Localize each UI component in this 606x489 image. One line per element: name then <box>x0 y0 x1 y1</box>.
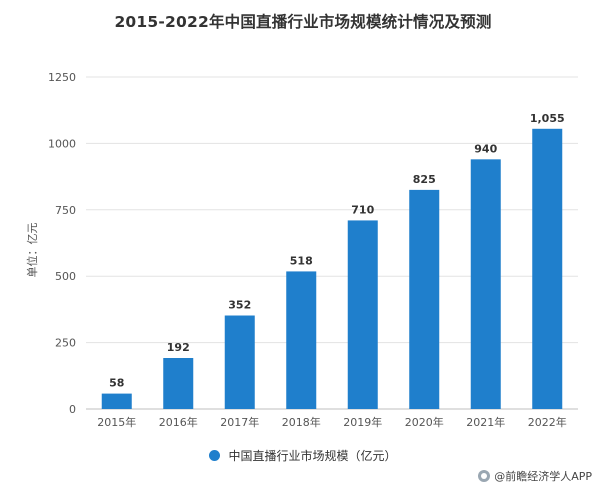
data-label: 1,055 <box>530 112 565 125</box>
qianzhan-logo-icon <box>478 470 491 482</box>
gridlines <box>86 76 578 410</box>
x-tick-label: 2019年 <box>343 415 382 429</box>
x-tick-labels: 2015年 2016年 2017年 2018年 2019年 2020年 2021年 2022年 <box>97 415 567 429</box>
source-credit: @前瞻经济学人APP <box>478 468 592 484</box>
x-tick-label: 2021年 <box>466 415 505 429</box>
legend: 中国直播行业市场规模（亿元） <box>0 447 606 464</box>
y-axis-label: 单位：亿元 <box>25 223 39 278</box>
data-label: 710 <box>351 203 374 216</box>
y-tick-label: 0 <box>69 403 76 416</box>
y-tick-label: 250 <box>55 337 76 350</box>
legend-label: 中国直播行业市场规模（亿元） <box>228 449 397 463</box>
data-label: 352 <box>228 299 251 312</box>
bar-2017年 <box>224 315 255 409</box>
bar-2020年 <box>409 189 440 409</box>
y-tick-labels: 0 250 500 750 1000 1250 <box>48 71 76 416</box>
data-label: 940 <box>474 142 497 155</box>
data-label: 825 <box>413 173 436 186</box>
bar-2018年 <box>286 271 317 409</box>
data-label: 518 <box>290 254 313 267</box>
x-tick-label: 2016年 <box>159 415 198 429</box>
data-labels: 58 192 352 518 710 825 940 1,055 <box>109 112 565 390</box>
bar-2021年 <box>470 159 501 409</box>
bars <box>101 128 563 410</box>
x-tick-label: 2022年 <box>528 415 567 429</box>
x-tick-label: 2020年 <box>405 415 444 429</box>
data-label: 192 <box>167 341 190 354</box>
data-label: 58 <box>109 377 124 390</box>
bar-2019年 <box>347 220 378 409</box>
source-text: @前瞻经济学人APP <box>494 470 592 483</box>
y-tick-label: 500 <box>55 270 76 283</box>
x-tick-label: 2018年 <box>282 415 321 429</box>
bar-2016年 <box>163 358 194 409</box>
chart-title: 2015-2022年中国直播行业市场规模统计情况及预测 <box>114 13 492 31</box>
y-tick-label: 1250 <box>48 71 76 84</box>
x-tick-label: 2017年 <box>220 415 259 429</box>
legend-marker <box>209 450 221 461</box>
y-tick-label: 1000 <box>48 137 76 150</box>
x-tick-label: 2015年 <box>97 415 136 429</box>
bar-2022年 <box>532 128 563 410</box>
bar-2015年 <box>101 393 132 409</box>
y-tick-label: 750 <box>55 204 76 217</box>
